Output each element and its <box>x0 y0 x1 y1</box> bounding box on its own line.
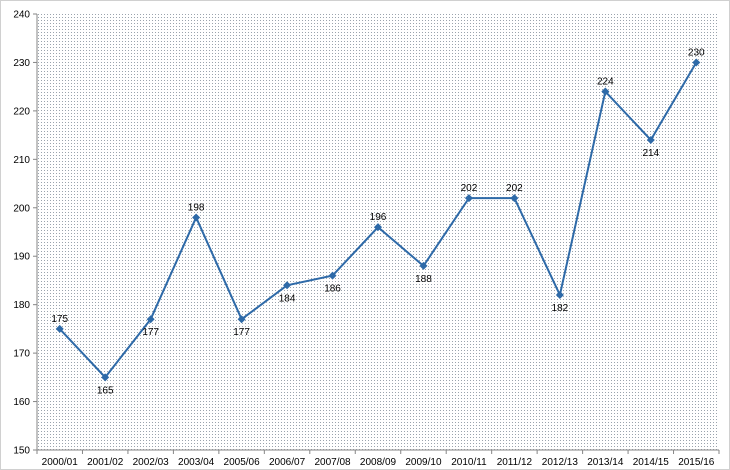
data-point-marker <box>555 290 564 299</box>
data-point-marker <box>146 315 155 324</box>
y-tick-label: 150 <box>13 446 30 457</box>
x-tick-label: 2010/11 <box>451 457 487 468</box>
data-label: 198 <box>188 202 205 213</box>
data-label: 182 <box>552 303 569 314</box>
data-label: 196 <box>370 212 387 223</box>
x-tick-label: 2011/12 <box>497 457 533 468</box>
y-tick-label: 200 <box>13 203 30 214</box>
x-tick-label: 2015/16 <box>678 457 715 468</box>
y-tick-label: 210 <box>13 155 30 166</box>
x-tick-label: 2007/08 <box>314 457 351 468</box>
data-label: 175 <box>51 314 68 325</box>
data-point-marker <box>283 281 292 290</box>
data-point-marker <box>328 271 337 280</box>
data-point-marker <box>55 324 64 333</box>
data-point-marker <box>192 213 201 222</box>
x-tick-label: 2008/09 <box>360 457 397 468</box>
y-tick-label: 180 <box>13 300 30 311</box>
data-label: 224 <box>597 77 614 88</box>
y-tick-label: 230 <box>13 58 30 69</box>
data-label: 177 <box>142 327 159 338</box>
y-tick-label: 170 <box>13 349 30 360</box>
data-point-marker <box>692 58 701 67</box>
x-tick-label: 2006/07 <box>269 457 306 468</box>
x-tick-label: 2013/14 <box>587 457 624 468</box>
y-tick-label: 240 <box>13 10 30 21</box>
y-tick-label: 160 <box>13 397 30 408</box>
data-point-marker <box>419 261 428 270</box>
data-label: 165 <box>97 385 114 396</box>
data-label: 177 <box>233 327 250 338</box>
x-tick-label: 2000/01 <box>42 457 79 468</box>
data-point-marker <box>374 223 382 232</box>
plot-area <box>37 14 719 450</box>
x-tick-label: 2001/02 <box>87 457 124 468</box>
y-tick-label: 190 <box>13 252 30 263</box>
x-tick-label: 2009/10 <box>405 457 442 468</box>
y-tick-label: 220 <box>13 106 30 117</box>
data-label: 230 <box>688 47 705 58</box>
data-label: 202 <box>506 183 523 194</box>
x-tick-label: 2012/13 <box>542 457 579 468</box>
x-tick-label: 2003/04 <box>178 457 215 468</box>
data-point-marker <box>646 135 655 144</box>
data-point-marker <box>237 315 246 324</box>
data-label: 186 <box>324 284 341 295</box>
data-label: 202 <box>461 183 478 194</box>
x-tick-label: 2014/15 <box>633 457 670 468</box>
data-point-marker <box>601 87 610 96</box>
x-tick-label: 2002/03 <box>133 457 170 468</box>
data-point-marker <box>101 373 110 382</box>
x-tick-label: 2005/06 <box>224 457 261 468</box>
data-label: 184 <box>279 293 296 304</box>
data-label: 214 <box>642 148 659 159</box>
data-point-marker <box>464 194 473 203</box>
data-label: 188 <box>415 274 432 285</box>
data-point-marker <box>510 194 519 203</box>
